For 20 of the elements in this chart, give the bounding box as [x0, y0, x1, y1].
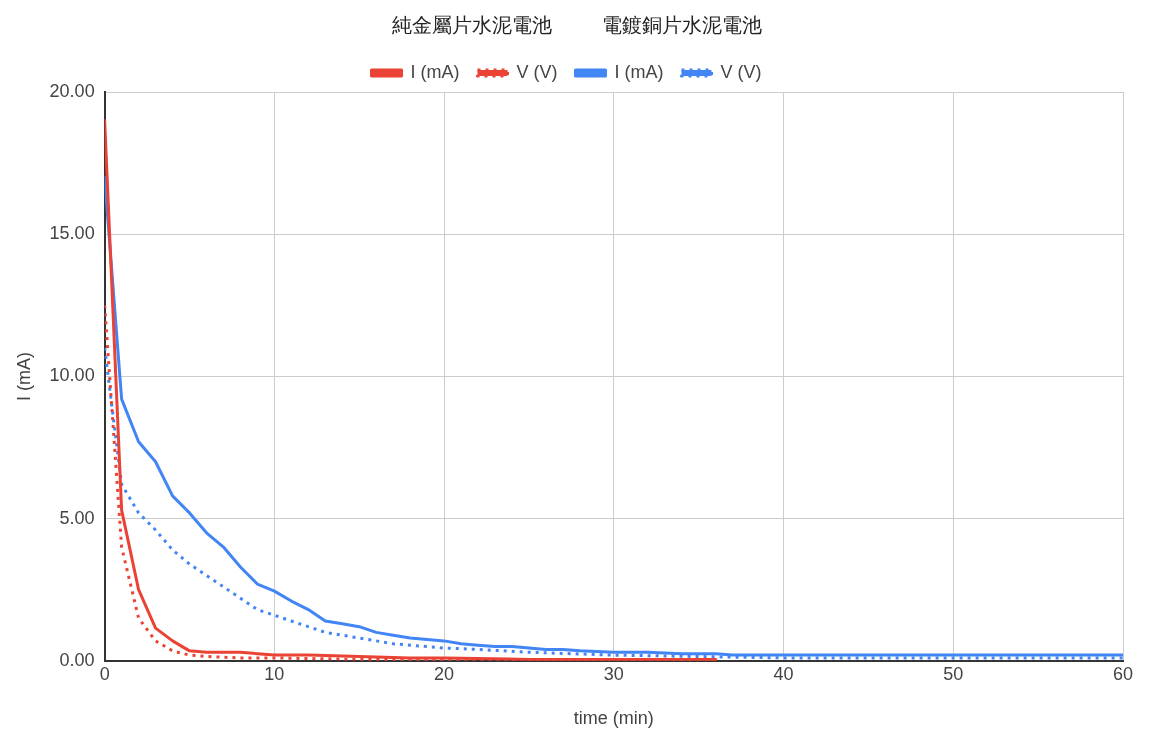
x-tick-label: 50: [943, 663, 964, 684]
legend-label: V (V): [516, 61, 558, 82]
y-tick-label: 0.00: [59, 649, 95, 670]
x-tick-label: 30: [603, 663, 624, 684]
x-tick-label: 0: [99, 663, 110, 684]
y-tick-label: 5.00: [59, 507, 95, 528]
y-tick-label: 10.00: [49, 365, 95, 386]
legend-label: I (mA): [410, 61, 460, 82]
y-tick-label: 20.00: [49, 80, 95, 101]
x-tick-label: 40: [773, 663, 794, 684]
y-tick-label: 15.00: [49, 223, 95, 244]
text: 電鍍銅片水泥電池: [601, 12, 762, 39]
legend-label: I (mA): [614, 61, 664, 82]
x-tick-label: 20: [434, 663, 455, 684]
y-axis-title: I (mA): [13, 351, 34, 401]
legend-label: V (V): [720, 61, 762, 82]
x-tick-label: 10: [264, 663, 285, 684]
text: 純金屬片水泥電池: [391, 12, 552, 39]
x-axis-title: time (min): [573, 708, 654, 729]
x-tick-label: 60: [1112, 663, 1134, 684]
